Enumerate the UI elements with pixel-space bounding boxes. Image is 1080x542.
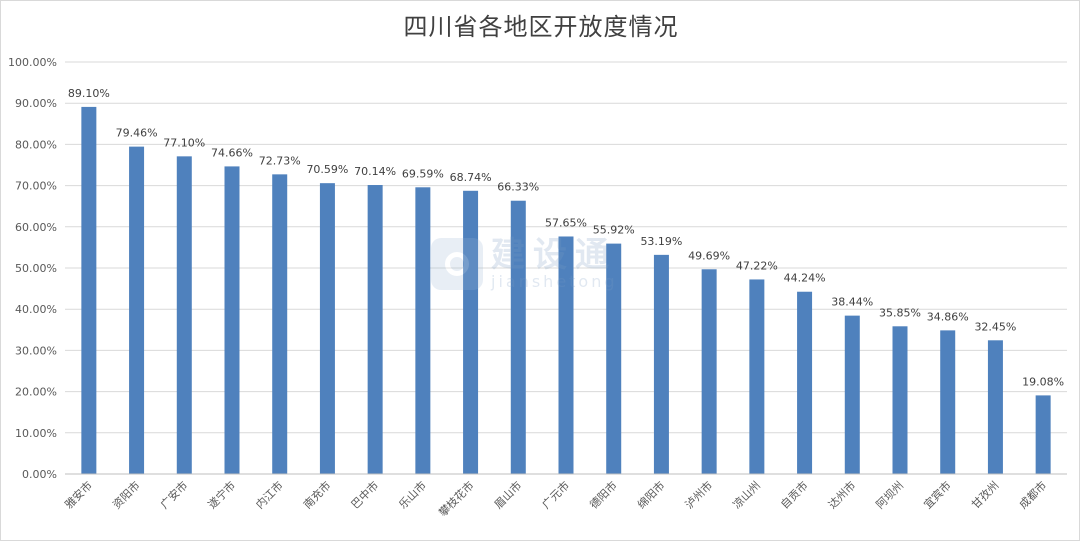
bar [510,200,526,474]
data-label: 68.74% [450,171,492,184]
y-tick-label: 60.00% [15,221,57,234]
bar [892,326,908,474]
x-tick-label: 绵阳市 [634,478,667,511]
x-tick-label: 眉山市 [491,478,524,511]
bar [224,166,240,474]
y-tick-label: 100.00% [8,56,57,69]
data-label: 49.69% [688,249,730,262]
data-label: 38.44% [831,296,873,309]
data-label: 32.45% [974,320,1016,333]
data-label: 70.59% [306,163,348,176]
bar [176,156,192,474]
data-label: 66.33% [497,181,539,194]
x-tick-label: 泸州市 [682,478,715,511]
y-tick-label: 10.00% [15,427,57,440]
y-tick-label: 70.00% [15,180,57,193]
y-tick-label: 0.00% [22,468,57,481]
bar [272,174,288,474]
x-tick-label: 广元市 [539,478,572,511]
x-tick-label: 达州市 [825,478,858,511]
y-tick-label: 20.00% [15,386,57,399]
bar [606,243,622,474]
x-tick-label: 凉山州 [730,478,763,511]
bar [797,291,813,474]
bar [653,254,669,474]
data-label: 77.10% [163,136,205,149]
data-label: 44.24% [784,272,826,285]
x-tick-label: 攀枝花市 [436,478,477,519]
y-tick-label: 30.00% [15,344,57,357]
bar [81,106,97,475]
x-tick-label: 乐山市 [396,478,429,511]
bar [129,146,145,474]
data-label: 89.10% [68,87,110,100]
bar [987,340,1003,474]
bar [844,315,860,474]
x-tick-label: 广安市 [157,478,190,511]
y-tick-label: 40.00% [15,303,57,316]
data-label: 47.22% [736,259,778,272]
x-tick-label: 内江市 [253,478,286,511]
bar [940,330,956,474]
y-tick-label: 50.00% [15,262,57,275]
x-tick-label: 德阳市 [587,478,620,511]
x-tick-label: 成都市 [1016,478,1049,511]
data-label: 70.14% [354,165,396,178]
x-tick-label: 南充市 [300,478,333,511]
x-tick-label: 自贡市 [777,478,810,511]
y-tick-label: 80.00% [15,138,57,151]
bar [701,269,717,474]
bar [463,190,479,474]
data-label: 55.92% [593,224,635,237]
x-tick-label: 阿坝州 [873,478,906,511]
bar [319,183,335,475]
data-label: 53.19% [640,235,682,248]
data-label: 74.66% [211,146,253,159]
data-label: 69.59% [402,167,444,180]
y-tick-label: 90.00% [15,97,57,110]
data-label: 35.85% [879,306,921,319]
bar [749,279,765,474]
data-label: 57.65% [545,216,587,229]
x-tick-label: 宜宾市 [921,478,954,511]
data-label: 79.46% [116,127,158,140]
bar [367,185,383,474]
bar [1035,395,1051,474]
bar [415,187,431,475]
x-tick-label: 巴中市 [348,478,381,511]
chart-title: 四川省各地区开放度情况 [403,13,679,41]
data-label: 19.08% [1022,375,1064,388]
bar [558,236,574,474]
x-tick-label: 甘孜州 [968,478,1001,511]
x-tick-label: 资阳市 [109,478,142,511]
data-label: 34.86% [927,310,969,323]
data-label: 72.73% [259,154,301,167]
x-tick-label: 遂宁市 [205,478,238,511]
x-tick-label: 雅安市 [62,478,95,511]
